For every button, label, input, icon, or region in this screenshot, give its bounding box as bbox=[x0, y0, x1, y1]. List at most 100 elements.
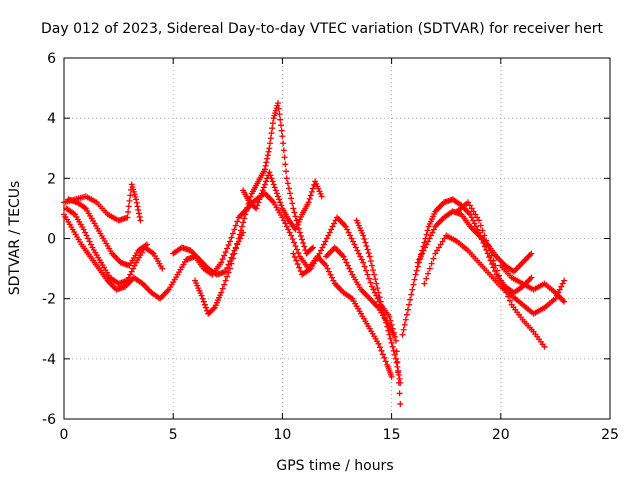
data-point bbox=[218, 259, 225, 266]
data-point bbox=[201, 301, 208, 308]
data-point bbox=[218, 289, 225, 296]
data-point bbox=[423, 275, 430, 282]
data-point bbox=[261, 166, 268, 173]
data-point bbox=[416, 256, 423, 263]
data-point bbox=[294, 261, 301, 268]
data-point bbox=[236, 231, 243, 238]
data-point bbox=[269, 178, 276, 185]
data-point bbox=[253, 205, 260, 212]
data-point bbox=[379, 307, 386, 314]
data-point bbox=[428, 260, 435, 267]
data-point bbox=[125, 208, 132, 215]
data-point bbox=[413, 267, 420, 274]
data-point bbox=[373, 280, 380, 287]
data-point bbox=[430, 226, 437, 233]
data-point bbox=[242, 211, 249, 218]
data-point bbox=[386, 331, 393, 338]
series-sat-b bbox=[63, 205, 166, 287]
data-point bbox=[394, 363, 401, 370]
data-point bbox=[82, 229, 89, 236]
data-point bbox=[328, 274, 335, 281]
data-point bbox=[269, 120, 276, 127]
data-point bbox=[264, 155, 271, 162]
data-point bbox=[127, 192, 134, 199]
data-point bbox=[360, 259, 367, 266]
x-axis-label: GPS time / hours bbox=[276, 458, 393, 474]
data-point bbox=[410, 281, 417, 288]
data-point bbox=[367, 258, 374, 265]
data-point bbox=[441, 235, 448, 242]
data-point bbox=[221, 281, 228, 288]
data-point bbox=[267, 172, 274, 179]
data-point bbox=[406, 301, 413, 308]
data-point bbox=[486, 247, 493, 254]
data-point bbox=[282, 220, 289, 227]
data-point bbox=[325, 268, 332, 275]
data-point bbox=[377, 298, 384, 305]
data-point bbox=[231, 250, 238, 257]
data-point bbox=[235, 235, 242, 242]
data-point bbox=[361, 236, 368, 243]
data-point bbox=[292, 213, 299, 220]
y-tick-label: -4 bbox=[42, 352, 56, 368]
data-point bbox=[370, 286, 377, 293]
data-point bbox=[481, 232, 488, 239]
data-point bbox=[263, 159, 270, 166]
series-sat-j bbox=[353, 217, 404, 386]
data-point bbox=[243, 207, 250, 214]
data-point bbox=[472, 211, 479, 218]
data-point bbox=[367, 279, 374, 286]
data-point bbox=[276, 111, 283, 118]
data-point bbox=[198, 292, 205, 299]
data-point bbox=[424, 227, 431, 234]
data-point bbox=[323, 235, 330, 242]
data-point bbox=[342, 256, 349, 263]
data-point bbox=[301, 243, 308, 250]
data-point bbox=[360, 232, 367, 239]
data-point bbox=[277, 122, 284, 129]
data-point bbox=[399, 331, 406, 338]
data-point bbox=[437, 241, 444, 248]
data-point bbox=[528, 274, 535, 281]
data-point bbox=[423, 241, 430, 248]
data-point bbox=[331, 220, 338, 227]
data-point bbox=[364, 271, 371, 278]
data-point bbox=[133, 196, 140, 203]
data-point bbox=[468, 205, 475, 212]
data-point bbox=[366, 253, 373, 260]
data-point bbox=[136, 213, 143, 220]
data-point bbox=[125, 274, 132, 281]
data-point bbox=[130, 265, 137, 272]
data-point bbox=[329, 223, 336, 230]
data-point bbox=[340, 253, 347, 260]
data-point bbox=[264, 152, 271, 159]
data-point bbox=[124, 214, 131, 221]
data-point bbox=[407, 296, 414, 303]
data-point bbox=[346, 265, 353, 272]
data-point bbox=[228, 260, 235, 267]
data-point bbox=[470, 217, 477, 224]
data-point bbox=[358, 256, 365, 263]
data-point bbox=[159, 265, 166, 272]
data-point bbox=[427, 232, 434, 239]
data-point bbox=[266, 145, 273, 152]
data-point bbox=[559, 280, 566, 287]
data-point bbox=[128, 268, 135, 275]
data-point bbox=[327, 271, 334, 278]
data-point bbox=[471, 220, 478, 227]
data-point bbox=[270, 181, 277, 188]
data-point bbox=[325, 232, 332, 239]
data-point bbox=[484, 250, 491, 257]
data-point bbox=[291, 254, 298, 261]
data-point bbox=[366, 275, 373, 282]
data-point bbox=[275, 105, 282, 112]
data-point bbox=[344, 262, 351, 269]
data-point bbox=[288, 195, 295, 202]
data-point bbox=[241, 215, 248, 222]
data-point bbox=[494, 267, 501, 274]
data-point bbox=[403, 311, 410, 318]
data-point bbox=[275, 193, 282, 200]
data-point bbox=[362, 239, 369, 246]
data-point bbox=[83, 232, 90, 239]
data-point bbox=[305, 199, 312, 206]
